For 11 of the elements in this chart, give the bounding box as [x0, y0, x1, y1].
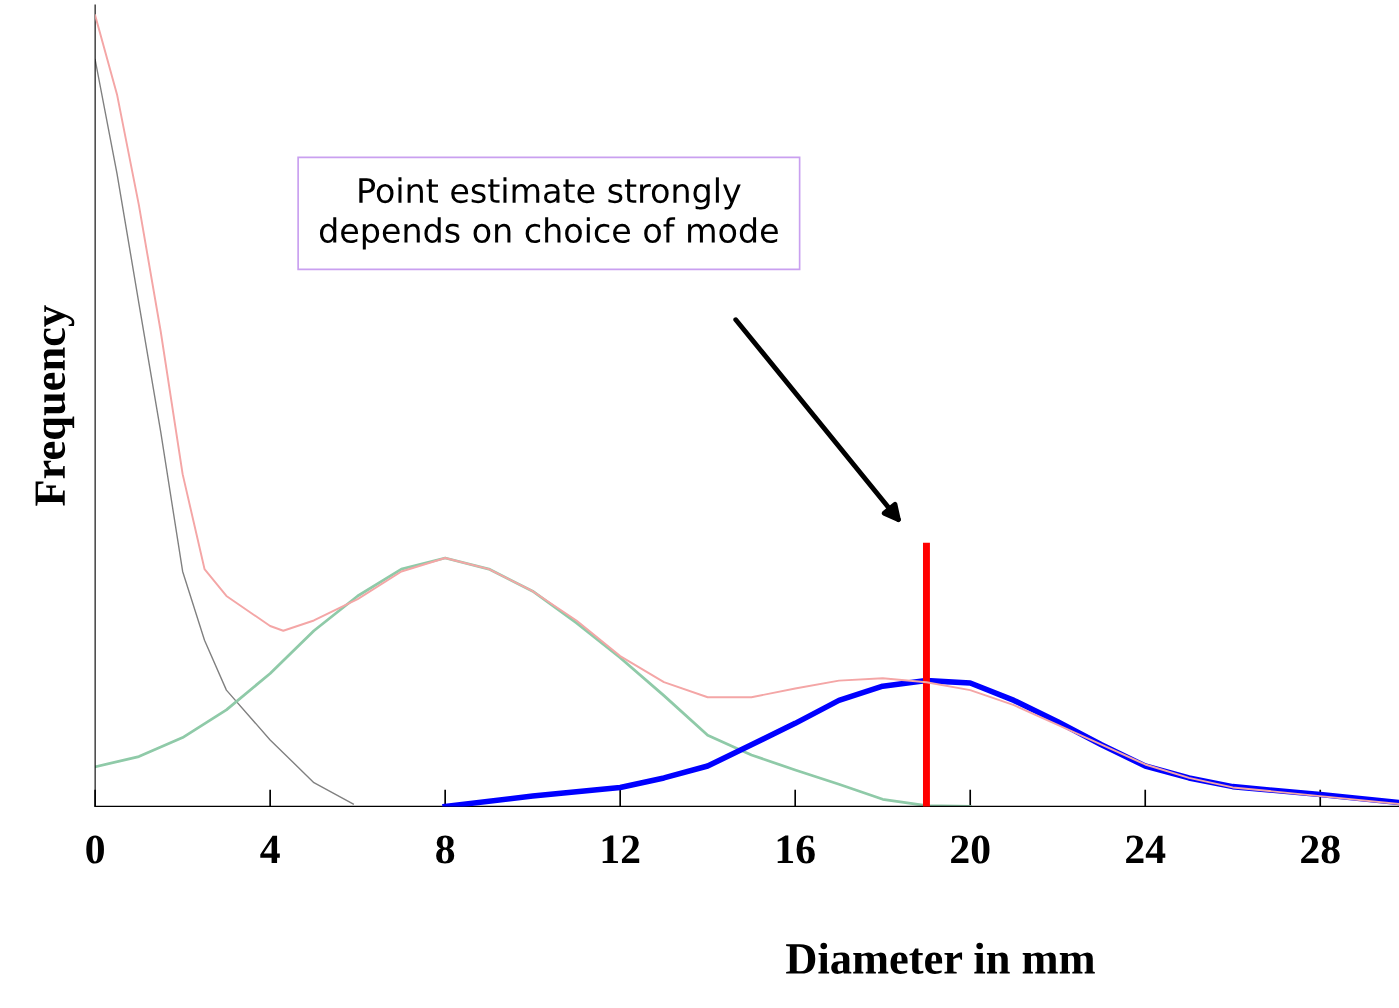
y-axis-title: Frequency — [35, 305, 75, 506]
x-tick-label: 8 — [436, 835, 455, 864]
x-tick-label: 4 — [260, 835, 280, 864]
x-tick-label: 20 — [951, 835, 990, 864]
x-axis-title: Diameter in mm — [786, 942, 1095, 974]
x-tick-label: 28 — [1301, 835, 1340, 864]
x-tick-label: 24 — [1126, 835, 1166, 864]
x-tick-label: 16 — [777, 835, 815, 864]
annotation: Point estimate strongly depends on choice of mode — [319, 177, 778, 250]
x-tick-label: 0 — [86, 835, 104, 864]
x-tick-label: 12 — [602, 835, 640, 864]
